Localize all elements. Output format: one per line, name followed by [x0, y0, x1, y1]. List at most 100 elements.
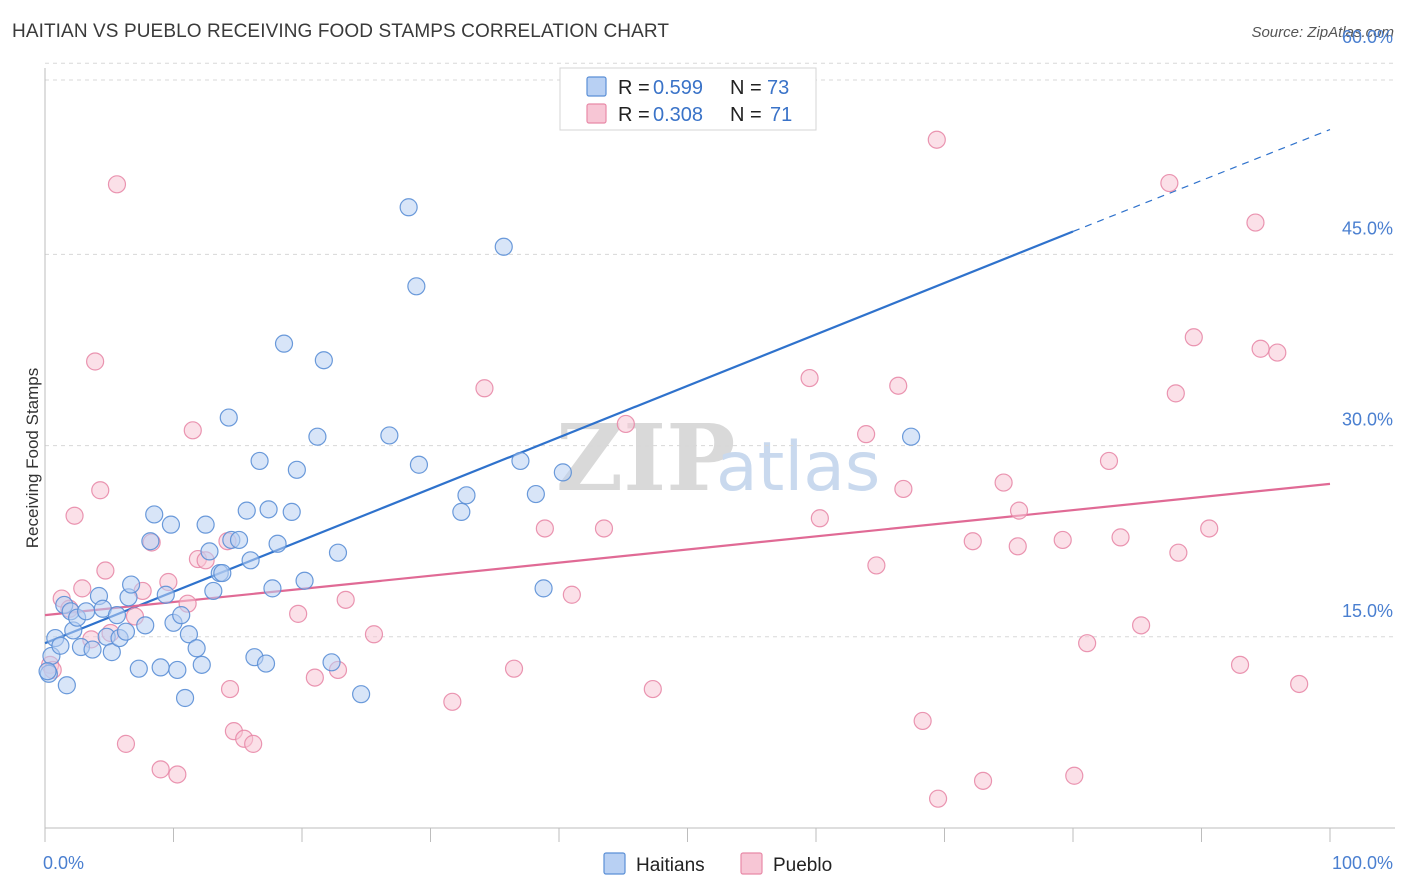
point-haitians [256, 654, 276, 673]
legend-r-label-pueblo: R = [618, 104, 650, 126]
point-pueblo [894, 479, 913, 499]
point-pueblo [65, 506, 84, 525]
point-haitians [380, 426, 399, 445]
point-haitians [200, 542, 219, 561]
bottom-legend-label-haitians: Haitians [636, 855, 705, 876]
point-haitians [407, 277, 426, 296]
point-pueblo [116, 734, 136, 753]
point-haitians [83, 640, 102, 659]
point-pueblo [443, 692, 462, 711]
point-haitians [196, 515, 215, 534]
point-pueblo [1099, 451, 1119, 471]
bottom-legend-swatch-pueblo [740, 852, 763, 875]
watermark-atlas: atlas [716, 428, 880, 507]
chart-source: Source: ZipAtlas.com [1251, 24, 1394, 41]
point-pueblo [1078, 634, 1097, 653]
point-pueblo [91, 481, 110, 500]
point-haitians [129, 659, 148, 678]
data-points [38, 130, 1309, 808]
legend-r-label-haitians: R = [618, 77, 650, 99]
point-pueblo [1111, 528, 1130, 547]
point-pueblo [867, 556, 886, 575]
point-haitians [219, 408, 238, 427]
point-haitians [308, 427, 327, 446]
y-axis-label: Receiving Food Stamps [23, 368, 42, 548]
point-haitians [409, 455, 429, 474]
legend-n-label-pueblo: N = [730, 104, 762, 126]
point-pueblo [1200, 519, 1219, 538]
point-haitians [116, 622, 136, 641]
point-pueblo [96, 561, 115, 580]
point-pueblo [107, 175, 127, 194]
point-haitians [179, 625, 199, 644]
point-haitians [259, 500, 278, 519]
point-haitians [229, 530, 249, 550]
point-haitians [241, 551, 260, 570]
legend-n-label-haitians: N = [730, 77, 762, 99]
point-haitians [77, 602, 96, 621]
legend-top: R = 0.599 N = 73 R = 0.308 N = 71 [559, 67, 817, 131]
gridlines [45, 62, 1395, 638]
point-haitians [136, 616, 155, 635]
point-pueblo [475, 379, 494, 398]
point-pueblo [220, 679, 240, 699]
legend-r-value-haitians: 0.599 [653, 77, 703, 99]
legend-r-value-pueblo: 0.308 [653, 104, 703, 126]
point-haitians [352, 685, 371, 704]
y-tick-label: 30.0% [1342, 410, 1393, 430]
point-pueblo [183, 421, 202, 440]
point-haitians [51, 636, 70, 655]
point-pueblo [973, 771, 993, 790]
point-pueblo [1251, 339, 1270, 358]
point-pueblo [928, 789, 948, 808]
point-pueblo [535, 519, 554, 538]
point-pueblo [594, 519, 614, 538]
point-haitians [107, 606, 127, 625]
point-haitians [511, 451, 530, 471]
point-haitians [237, 501, 256, 520]
point-haitians [328, 543, 348, 562]
point-haitians [102, 643, 121, 662]
legend-bottom: Haitians Pueblo [603, 852, 832, 876]
point-pueblo [289, 604, 308, 623]
point-haitians [161, 515, 181, 534]
point-pueblo [1053, 530, 1072, 550]
point-pueblo [244, 734, 263, 753]
point-pueblo [1230, 655, 1250, 674]
point-pueblo [168, 765, 187, 784]
point-haitians [38, 662, 57, 681]
point-haitians [250, 451, 269, 471]
point-haitians [121, 575, 141, 594]
point-pueblo [810, 509, 829, 528]
axes: 15.0% 30.0% 45.0% 60.0% 0.0% 100.0% [43, 27, 1395, 873]
bottom-legend-swatch-haitians [603, 852, 626, 875]
point-pueblo [1160, 173, 1179, 193]
point-haitians [399, 198, 418, 217]
point-haitians [452, 502, 471, 521]
trend-line-pueblo [44, 482, 1331, 617]
point-haitians [494, 237, 513, 256]
point-pueblo [1009, 501, 1029, 520]
point-pueblo [562, 585, 581, 604]
legend-n-value-haitians: 73 [767, 77, 789, 99]
point-haitians [156, 585, 175, 604]
x-tick-label: 0.0% [43, 853, 84, 873]
legend-swatch-haitians [586, 76, 607, 97]
point-pueblo [1166, 384, 1185, 403]
point-haitians [526, 484, 545, 504]
point-haitians [553, 463, 572, 482]
bottom-legend-label-pueblo: Pueblo [773, 855, 832, 876]
point-haitians [175, 688, 195, 708]
legend-swatch-pueblo [586, 103, 607, 124]
point-pueblo [1065, 766, 1084, 785]
point-haitians [274, 334, 294, 353]
point-pueblo [889, 376, 908, 395]
point-pueblo [1246, 213, 1265, 232]
legend-n-value-pueblo: 71 [770, 104, 792, 126]
point-haitians [457, 486, 476, 505]
point-haitians [213, 563, 232, 583]
point-haitians [141, 532, 160, 551]
point-pueblo [857, 425, 876, 444]
point-pueblo [800, 368, 819, 388]
